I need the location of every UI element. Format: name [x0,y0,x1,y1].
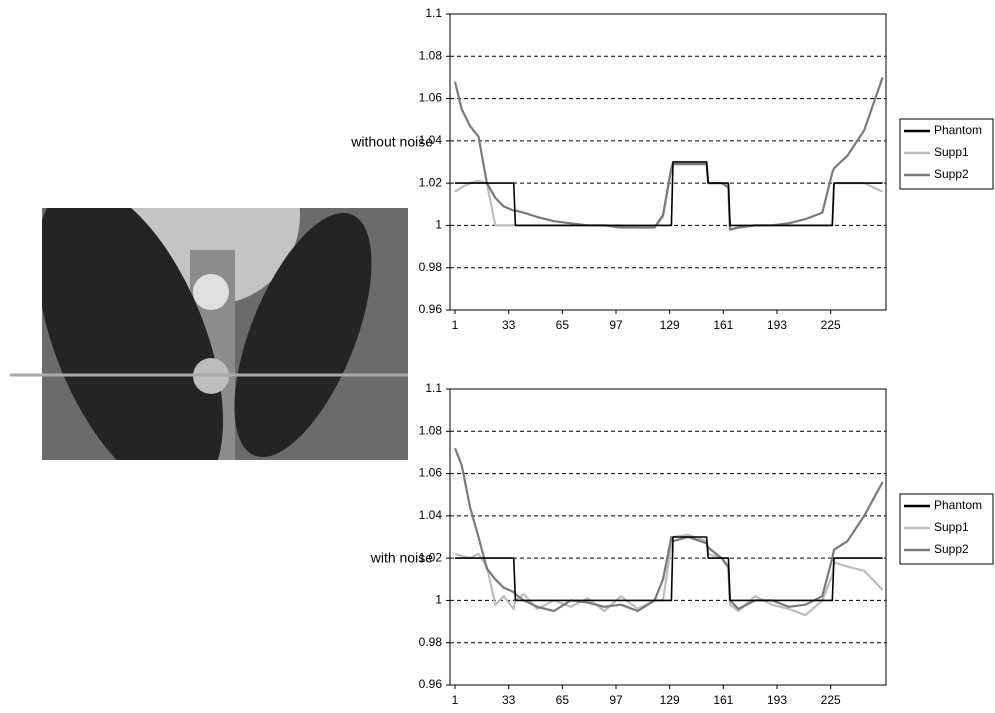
y-tick-label: 1.06 [419,466,443,480]
x-tick-label: 1 [452,318,459,332]
y-tick-label: 1.08 [419,48,443,62]
chart-title: with noise [370,550,433,566]
legend-label: Supp2 [934,167,969,181]
series-line [455,536,883,602]
y-tick-label: 0.96 [419,302,443,316]
legend-label: Supp2 [934,542,969,556]
image-spot [193,274,229,310]
x-tick-label: 33 [502,693,516,707]
y-tick-label: 0.98 [419,635,443,649]
series-line [455,161,883,227]
legend-label: Phantom [934,498,982,512]
y-tick-label: 1.06 [419,91,443,105]
x-tick-label: 161 [713,693,733,707]
y-tick-label: 1.04 [419,508,443,522]
x-tick-label: 225 [821,693,841,707]
series-line [454,160,884,231]
x-tick-label: 1 [452,693,459,707]
y-tick-label: 1.08 [419,423,443,437]
plot-frame [449,388,887,686]
y-tick-label: 1.1 [425,381,442,395]
y-tick-label: 1 [435,218,442,232]
phantom-image [10,208,408,460]
legend-label: Supp1 [934,145,969,159]
chart-title: without noise [350,134,433,150]
x-tick-label: 193 [767,693,787,707]
x-tick-label: 193 [767,318,787,332]
x-tick-label: 65 [556,693,570,707]
y-tick-label: 1.1 [425,6,442,20]
x-tick-label: 97 [609,693,623,707]
y-tick-label: 1.02 [419,175,443,189]
x-tick-label: 129 [660,318,680,332]
y-tick-label: 1.04 [419,133,443,147]
y-tick-label: 1.02 [419,550,443,564]
y-tick-label: 0.96 [419,677,443,691]
plot-frame [449,13,887,311]
x-tick-label: 161 [713,318,733,332]
y-tick-label: 1 [435,593,442,607]
image-ellipse-left [42,208,224,460]
series-line [453,77,884,231]
series-line [454,533,884,617]
image-ellipse-right [234,212,372,458]
x-tick-label: 65 [556,318,570,332]
x-tick-label: 225 [821,318,841,332]
legend-label: Supp1 [934,520,969,534]
y-tick-label: 0.98 [419,260,443,274]
series-line [453,447,884,613]
x-tick-label: 33 [502,318,516,332]
x-tick-label: 97 [609,318,623,332]
x-tick-label: 129 [660,693,680,707]
legend-label: Phantom [934,123,982,137]
